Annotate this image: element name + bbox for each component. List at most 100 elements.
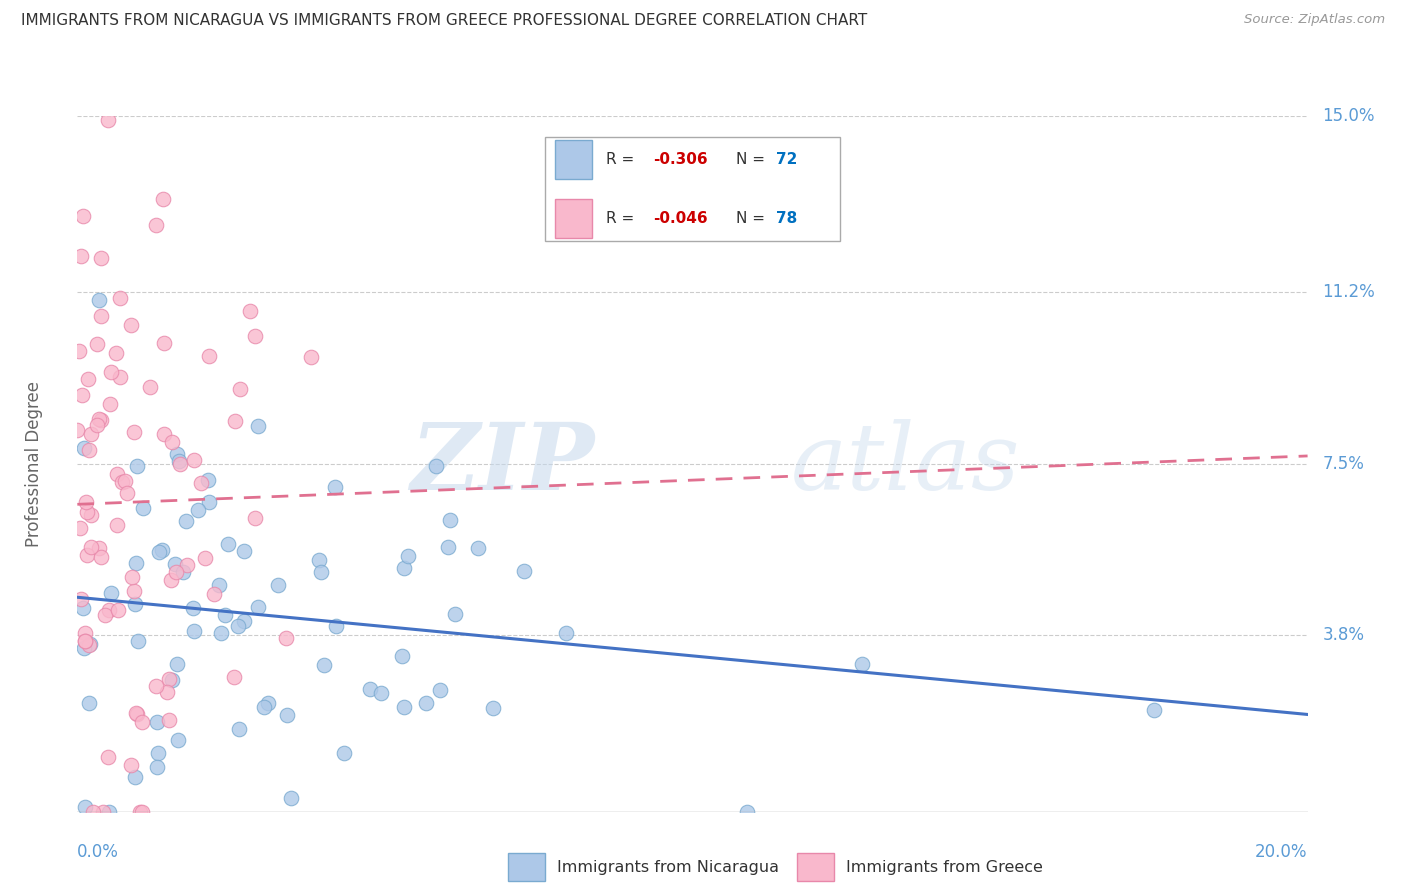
Point	[128, 805, 150, 819]
Point	[394, 700, 416, 714]
Point	[145, 760, 167, 774]
Point	[160, 435, 183, 450]
Point	[243, 329, 266, 343]
Point	[467, 541, 489, 555]
Point	[309, 565, 332, 579]
Point	[97, 750, 120, 764]
Point	[851, 657, 873, 671]
Point	[247, 600, 270, 615]
Point	[131, 805, 153, 819]
Point	[391, 648, 413, 663]
Point	[392, 561, 415, 575]
Point	[396, 549, 419, 564]
Point	[70, 249, 93, 263]
Point	[87, 412, 110, 426]
Point	[77, 696, 100, 710]
Point	[94, 608, 117, 623]
Point	[370, 686, 392, 700]
Point	[70, 592, 93, 607]
Point	[75, 626, 97, 640]
Point	[121, 569, 143, 583]
Point	[127, 707, 149, 722]
Point	[131, 715, 153, 730]
Point	[87, 541, 110, 555]
Point	[174, 514, 197, 528]
Point	[66, 423, 89, 437]
Point	[152, 193, 174, 207]
Point	[157, 673, 180, 687]
Point	[190, 476, 212, 491]
Text: IMMIGRANTS FROM NICARAGUA VS IMMIGRANTS FROM GREECE PROFESSIONAL DEGREE CORRELAT: IMMIGRANTS FROM NICARAGUA VS IMMIGRANTS …	[21, 13, 868, 29]
Point	[169, 457, 191, 471]
Point	[181, 600, 204, 615]
Point	[172, 566, 194, 580]
Bar	[797, 854, 834, 881]
Point	[323, 480, 346, 494]
Text: 15.0%: 15.0%	[1323, 107, 1375, 125]
Point	[148, 545, 170, 559]
Point	[167, 453, 190, 467]
Point	[69, 521, 91, 535]
Point	[72, 600, 94, 615]
Point	[183, 624, 205, 639]
Point	[209, 626, 232, 640]
Point	[308, 553, 330, 567]
Point	[157, 713, 180, 727]
Point	[233, 544, 256, 558]
Point	[72, 209, 94, 223]
Point	[105, 467, 128, 481]
Point	[80, 426, 103, 441]
Point	[167, 732, 190, 747]
Point	[482, 701, 505, 715]
Point	[163, 557, 186, 571]
Bar	[508, 854, 546, 881]
Point	[125, 459, 148, 474]
Point	[276, 707, 298, 722]
Point	[148, 746, 170, 760]
Point	[229, 382, 252, 396]
Point	[73, 640, 96, 655]
Point	[98, 603, 121, 617]
Point	[187, 503, 209, 517]
Point	[176, 558, 198, 573]
Point	[146, 714, 169, 729]
Point	[77, 638, 100, 652]
Point	[429, 682, 451, 697]
Point	[737, 805, 759, 819]
Point	[239, 303, 262, 318]
Point	[197, 473, 219, 487]
Point	[105, 346, 128, 360]
Point	[91, 805, 114, 819]
Point	[117, 486, 139, 500]
Point	[125, 706, 148, 720]
Point	[79, 636, 101, 650]
Point	[86, 336, 108, 351]
Text: 78: 78	[776, 211, 797, 226]
Text: N =: N =	[735, 152, 769, 167]
Point	[70, 388, 93, 402]
Point	[267, 578, 290, 592]
Point	[274, 631, 297, 645]
Point	[145, 218, 167, 232]
Point	[439, 513, 461, 527]
Point	[120, 318, 142, 332]
Point	[108, 370, 131, 384]
Point	[125, 557, 148, 571]
Point	[325, 618, 347, 632]
Point	[243, 510, 266, 524]
Point	[153, 336, 176, 351]
Point	[100, 586, 122, 600]
Point	[202, 587, 225, 601]
Point	[131, 500, 153, 515]
FancyBboxPatch shape	[546, 136, 841, 241]
Point	[194, 550, 217, 565]
Point	[208, 578, 231, 592]
Point	[82, 805, 104, 819]
Text: ZIP: ZIP	[409, 419, 595, 508]
Point	[436, 540, 458, 554]
Point	[280, 791, 302, 805]
Text: atlas: atlas	[792, 419, 1021, 508]
Point	[160, 673, 183, 687]
Point	[90, 549, 112, 564]
Point	[152, 542, 174, 557]
